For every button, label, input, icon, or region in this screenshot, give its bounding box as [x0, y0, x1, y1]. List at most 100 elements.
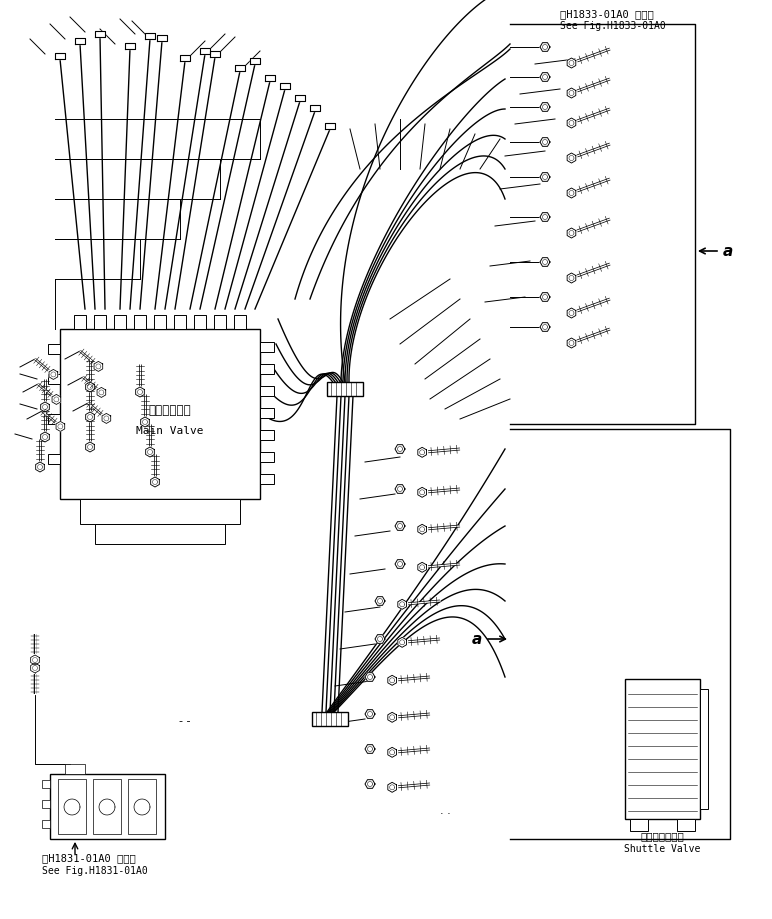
- Polygon shape: [141, 417, 149, 427]
- Bar: [134, 315, 146, 329]
- Bar: [194, 315, 206, 329]
- Bar: [700, 689, 708, 809]
- Polygon shape: [365, 709, 375, 719]
- Bar: [42, 780, 50, 788]
- Bar: [260, 342, 274, 352]
- Polygon shape: [31, 663, 39, 673]
- Polygon shape: [210, 51, 220, 57]
- Bar: [174, 315, 186, 329]
- Bar: [48, 414, 60, 424]
- Polygon shape: [95, 31, 105, 37]
- Polygon shape: [540, 257, 550, 267]
- Polygon shape: [86, 442, 94, 452]
- Text: . .: . .: [439, 806, 450, 816]
- Bar: [630, 819, 648, 831]
- Polygon shape: [94, 361, 103, 371]
- Polygon shape: [388, 712, 397, 722]
- Bar: [74, 315, 86, 329]
- Polygon shape: [125, 43, 135, 49]
- Text: メインバルブ: メインバルブ: [149, 404, 191, 417]
- Polygon shape: [56, 422, 65, 431]
- Polygon shape: [235, 65, 245, 71]
- Bar: [260, 452, 274, 462]
- Bar: [234, 315, 246, 329]
- Polygon shape: [41, 402, 49, 412]
- Polygon shape: [97, 388, 106, 397]
- Polygon shape: [418, 525, 426, 534]
- Polygon shape: [540, 42, 550, 51]
- Bar: [128, 779, 156, 834]
- Polygon shape: [567, 188, 576, 198]
- Bar: [312, 712, 348, 726]
- Polygon shape: [540, 103, 550, 111]
- Polygon shape: [395, 445, 405, 453]
- Polygon shape: [36, 462, 44, 472]
- Polygon shape: [365, 744, 375, 754]
- Polygon shape: [157, 35, 167, 41]
- Polygon shape: [540, 173, 550, 181]
- Polygon shape: [418, 448, 426, 458]
- Polygon shape: [200, 48, 210, 54]
- Polygon shape: [395, 560, 405, 568]
- Polygon shape: [567, 58, 576, 68]
- Polygon shape: [31, 655, 39, 665]
- Text: シャトルバルブ: シャトルバルブ: [640, 831, 684, 841]
- Bar: [93, 779, 121, 834]
- Polygon shape: [325, 123, 335, 129]
- Bar: [42, 820, 50, 828]
- Text: Main Valve: Main Valve: [136, 426, 204, 436]
- Bar: [50, 774, 165, 839]
- Polygon shape: [398, 599, 407, 609]
- Bar: [60, 329, 260, 499]
- Polygon shape: [567, 153, 576, 163]
- Text: - -: - -: [179, 716, 191, 726]
- Polygon shape: [102, 414, 110, 424]
- Polygon shape: [295, 95, 305, 101]
- Bar: [260, 408, 274, 418]
- Polygon shape: [151, 477, 159, 487]
- Polygon shape: [398, 637, 407, 647]
- Polygon shape: [567, 118, 576, 128]
- Bar: [58, 779, 86, 834]
- Polygon shape: [418, 562, 426, 573]
- Polygon shape: [540, 212, 550, 221]
- Polygon shape: [567, 228, 576, 238]
- Polygon shape: [86, 412, 94, 422]
- Bar: [214, 315, 226, 329]
- Bar: [65, 764, 85, 774]
- Polygon shape: [146, 447, 154, 457]
- Bar: [260, 474, 274, 484]
- Bar: [94, 315, 106, 329]
- Text: Shuttle Valve: Shuttle Valve: [624, 844, 700, 854]
- Bar: [154, 315, 166, 329]
- Polygon shape: [365, 779, 375, 789]
- Polygon shape: [180, 55, 190, 61]
- Polygon shape: [55, 53, 65, 59]
- Polygon shape: [375, 635, 385, 643]
- Polygon shape: [418, 487, 426, 497]
- Polygon shape: [395, 522, 405, 530]
- Polygon shape: [540, 323, 550, 332]
- Polygon shape: [540, 138, 550, 146]
- Bar: [677, 819, 695, 831]
- Polygon shape: [395, 484, 405, 494]
- Polygon shape: [250, 58, 260, 64]
- Polygon shape: [540, 292, 550, 301]
- Bar: [260, 386, 274, 396]
- Polygon shape: [86, 382, 94, 392]
- Bar: [42, 800, 50, 808]
- Polygon shape: [365, 673, 375, 681]
- Bar: [625, 679, 700, 819]
- Polygon shape: [567, 338, 576, 348]
- Polygon shape: [41, 432, 49, 442]
- Polygon shape: [567, 308, 576, 318]
- Polygon shape: [540, 73, 550, 81]
- Text: See Fig.H1831-01A0: See Fig.H1831-01A0: [42, 866, 147, 876]
- Polygon shape: [136, 387, 144, 397]
- Polygon shape: [75, 38, 85, 44]
- Text: See Fig.H1833-01A0: See Fig.H1833-01A0: [560, 21, 665, 31]
- Polygon shape: [388, 675, 397, 686]
- Text: a: a: [723, 244, 733, 258]
- Bar: [260, 364, 274, 374]
- Bar: [114, 315, 126, 329]
